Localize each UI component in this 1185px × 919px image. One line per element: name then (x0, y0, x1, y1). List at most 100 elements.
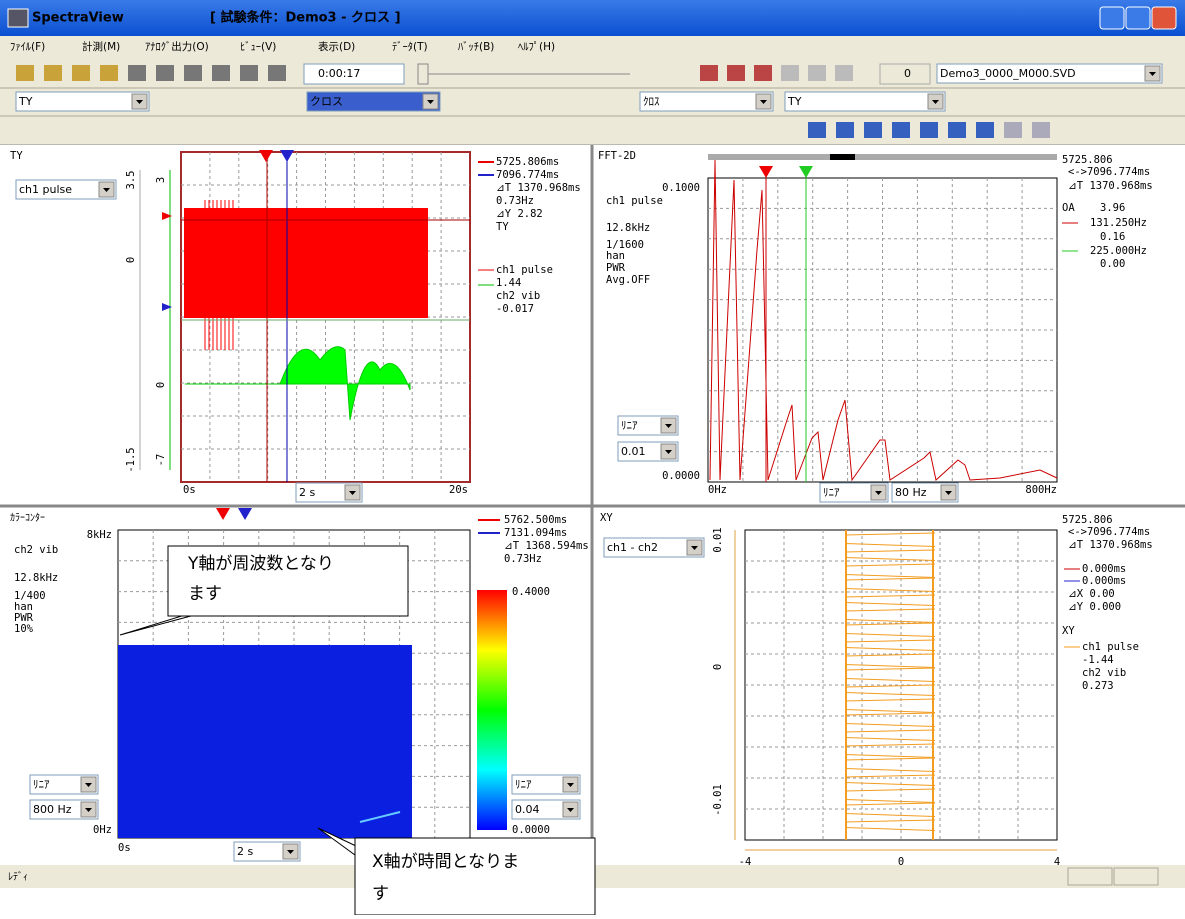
tool-button[interactable] (781, 65, 799, 81)
combo-box[interactable] (784, 91, 946, 112)
tool-button[interactable] (212, 65, 230, 81)
xy-trace (844, 608, 936, 612)
tool-button[interactable] (16, 65, 34, 81)
tool-button[interactable] (100, 65, 118, 81)
xy-trace (844, 678, 936, 682)
tool-button[interactable] (128, 65, 146, 81)
combo-value: ch1 pulse (19, 183, 72, 196)
combo-box[interactable] (936, 63, 1163, 84)
y-tick-label: -0.01 (712, 784, 724, 816)
combo-arrow (760, 100, 767, 104)
window-caption: [ 試験条件：Demo3 - クロス ] (210, 10, 401, 26)
tool-button[interactable] (1032, 122, 1050, 138)
cursor-marker (216, 508, 230, 520)
xy-trace (844, 692, 936, 696)
xy-trace (844, 653, 936, 657)
y-tick-label: 0 (155, 382, 167, 388)
combo-arrow (85, 783, 92, 787)
callout-text: ます (188, 584, 222, 604)
xy-trace (844, 712, 936, 716)
y-tick-label: 0.0000 (662, 470, 700, 482)
combo-box[interactable] (15, 179, 117, 200)
xy-trace (844, 664, 936, 668)
tool-button[interactable] (44, 65, 62, 81)
menu-item: ﾌｧｲﾙ(F) (10, 41, 45, 53)
tool-button[interactable] (864, 122, 882, 138)
info-text: ⊿T 1368.594ms (504, 540, 589, 552)
info-text: 0.00 (1100, 258, 1125, 270)
info-text: 1.44 (496, 277, 521, 289)
xy-trace (844, 788, 936, 792)
time-box (303, 63, 405, 85)
y-tick-label: -1.5 (125, 447, 137, 472)
tool-button[interactable] (836, 122, 854, 138)
combo-box[interactable] (306, 91, 441, 112)
info-text: <->7096.774ms (1068, 526, 1150, 538)
app-icon (7, 8, 29, 28)
info-text: ⊿Y 0.000 (1068, 601, 1121, 613)
counter-box (879, 63, 931, 85)
tool-button[interactable] (754, 65, 772, 81)
xy-trace (844, 813, 936, 817)
xy-trace (844, 698, 936, 702)
status-pane (1113, 867, 1159, 886)
tool-button[interactable] (976, 122, 994, 138)
combo-value: TY (18, 95, 33, 108)
xy-trace (844, 622, 936, 626)
tool-button[interactable] (156, 65, 174, 81)
param-text: PWR (14, 612, 34, 624)
window-button[interactable] (1151, 6, 1177, 30)
tool-button[interactable] (240, 65, 258, 81)
menu-item: ﾍﾙﾌﾟ(H) (518, 41, 555, 53)
tool-button[interactable] (892, 122, 910, 138)
tool-button[interactable] (700, 65, 718, 81)
tool-button[interactable] (727, 65, 745, 81)
color-max: 0.4000 (512, 586, 550, 598)
cursor-marker (759, 166, 773, 178)
info-text: 7096.774ms (496, 169, 559, 181)
xy-trace (844, 774, 936, 778)
y-tick-label: 0.01 (712, 527, 724, 552)
x-tick-label: 800Hz (1025, 484, 1057, 496)
combo-box[interactable] (603, 537, 705, 558)
combo-value: ﾘﾆｱ (33, 778, 50, 791)
info-text: ⊿T 1370.968ms (496, 182, 581, 194)
window-button[interactable] (1125, 6, 1151, 30)
tool-button[interactable] (808, 65, 826, 81)
waveform (185, 346, 411, 421)
combo-box[interactable] (15, 91, 150, 112)
panel-name: XY (600, 512, 613, 524)
tool-button[interactable] (1004, 122, 1022, 138)
xy-trace (844, 532, 936, 536)
tool-button[interactable] (808, 122, 826, 138)
combo-value: 2 s (299, 486, 315, 499)
combo-value: 80 Hz (895, 486, 927, 499)
combo-arrow (932, 100, 939, 104)
info-text: 131.250Hz (1090, 217, 1147, 229)
info-text: XY (1062, 625, 1075, 637)
xy-trace (844, 729, 936, 733)
xy-trace (844, 802, 936, 806)
window-button[interactable] (1099, 6, 1125, 30)
counter: 0 (904, 67, 911, 80)
info-text: 0.000ms (1082, 563, 1126, 575)
combo-arrow (665, 424, 672, 428)
status-text: ﾚﾃﾞｨ (8, 871, 28, 883)
xy-trace (844, 602, 936, 606)
tool-button[interactable] (948, 122, 966, 138)
menu-item: 表示(D) (318, 40, 355, 53)
tool-button[interactable] (835, 65, 853, 81)
tool-button[interactable] (72, 65, 90, 81)
info-text: ch2 vib (1082, 667, 1126, 679)
tool-button[interactable] (268, 65, 286, 81)
combo-arrow (1149, 72, 1156, 76)
param-text: 12.8kHz (606, 222, 650, 234)
status-bar (595, 865, 1185, 888)
param-text: ch1 pulse (606, 195, 663, 207)
tool-button[interactable] (184, 65, 202, 81)
xy-trace (844, 827, 936, 831)
menu-item: 計測(M) (82, 40, 120, 53)
combo-box[interactable] (639, 91, 774, 112)
title-bar (0, 0, 1185, 36)
tool-button[interactable] (920, 122, 938, 138)
